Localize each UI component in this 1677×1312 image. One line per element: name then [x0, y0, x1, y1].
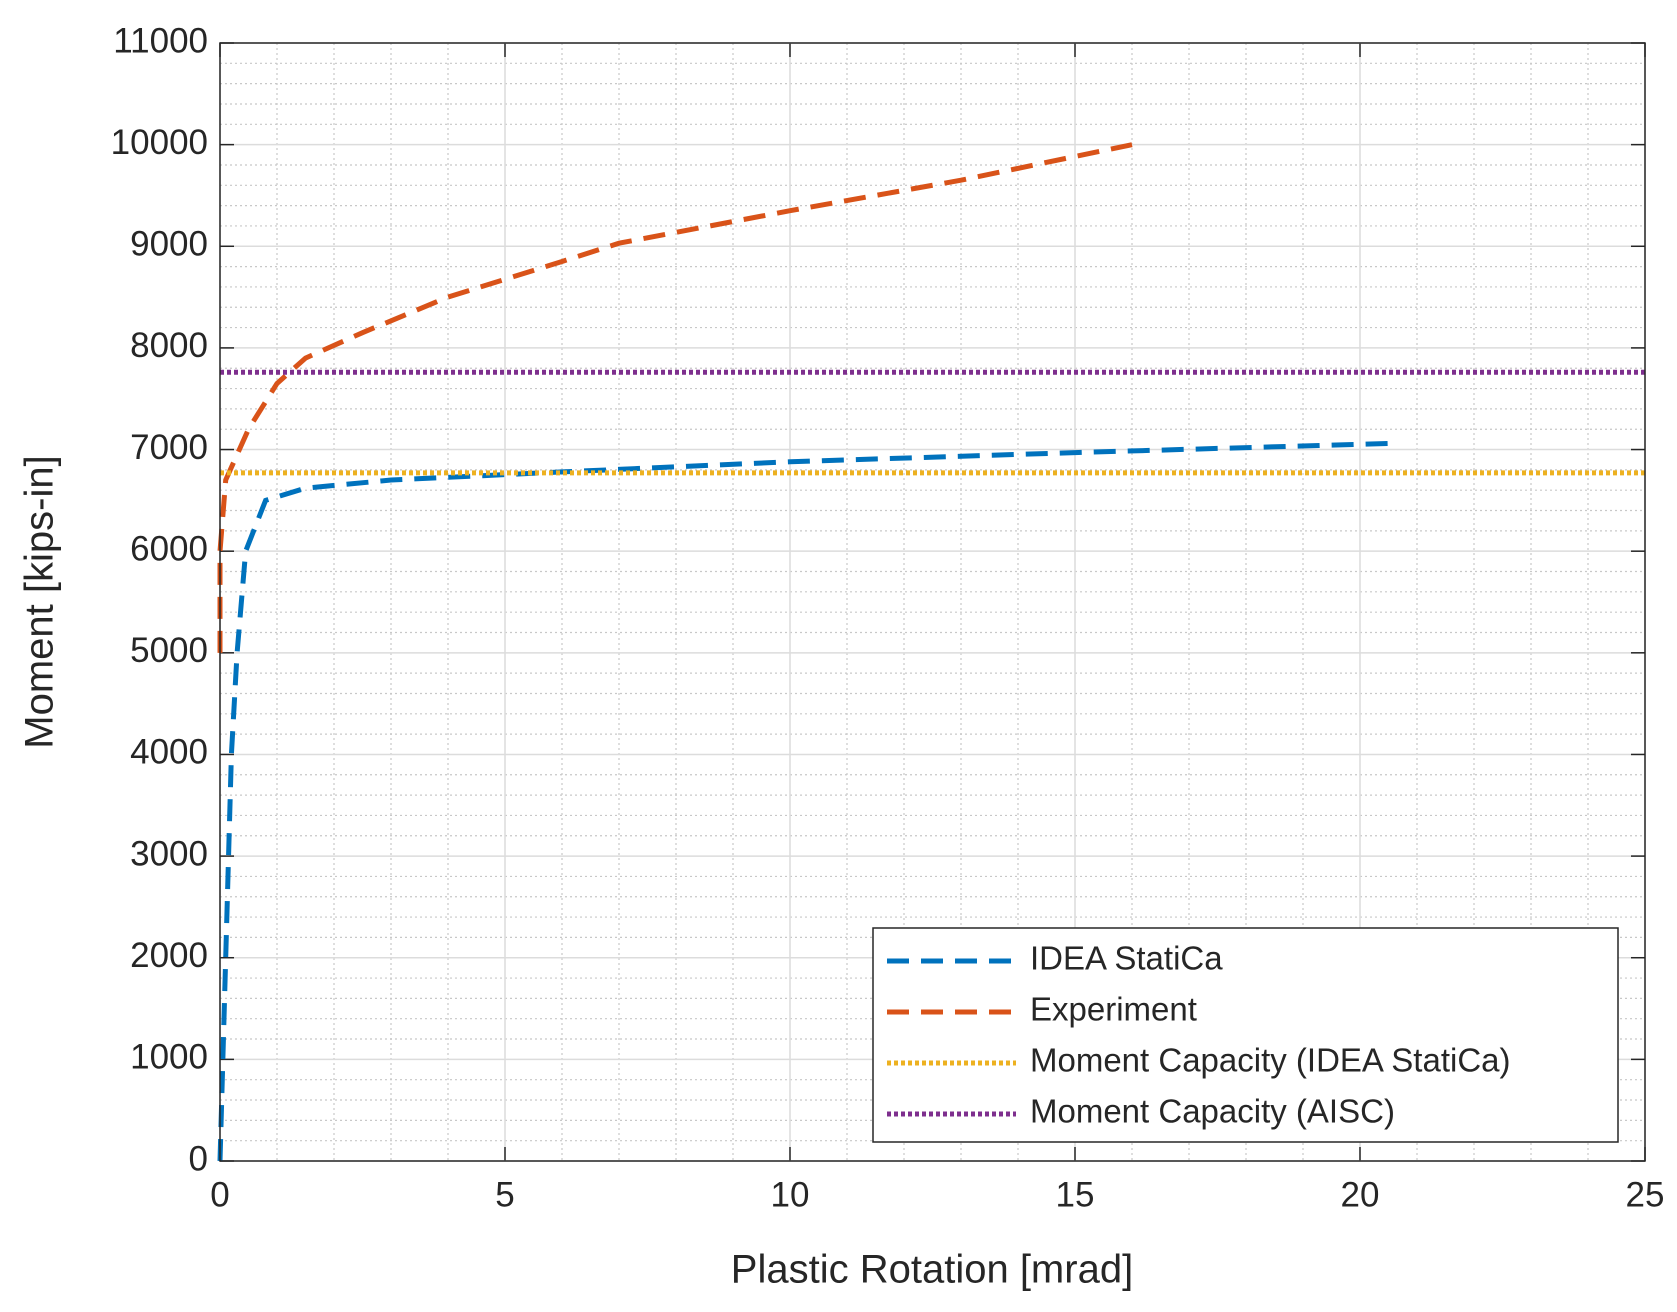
y-tick-label: 1000 [130, 1038, 208, 1077]
x-tick-label: 25 [1626, 1175, 1665, 1214]
y-tick-label: 9000 [130, 225, 208, 264]
y-tick-label: 10000 [111, 123, 208, 162]
y-tick-label: 6000 [130, 529, 208, 568]
legend-label: Moment Capacity (AISC) [1030, 1093, 1395, 1130]
series-line [217, 440, 1389, 1162]
y-tick-label: 5000 [130, 631, 208, 670]
y-axis-label: Moment [kips-in] [18, 455, 62, 748]
series-line [217, 142, 1133, 653]
y-tick-label: 2000 [130, 936, 208, 975]
plot-frame [219, 42, 1646, 1162]
y-tick-label: 4000 [130, 733, 208, 772]
legend-label: Moment Capacity (IDEA StatiCa) [1030, 1042, 1511, 1079]
legend-label: IDEA StatiCa [1030, 940, 1223, 977]
x-tick-label: 15 [1056, 1175, 1095, 1214]
y-tick-label: 3000 [130, 834, 208, 873]
x-tick-label: 0 [210, 1175, 229, 1214]
x-axis-label: Plastic Rotation [mrad] [731, 1248, 1133, 1292]
y-tick-label: 7000 [130, 428, 208, 467]
y-tick-label: 0 [189, 1139, 208, 1178]
legend-label: Experiment [1030, 991, 1197, 1028]
x-tick-label: 20 [1341, 1175, 1380, 1214]
legend-box [872, 927, 1619, 1143]
y-tick-label: 11000 [113, 21, 208, 60]
x-tick-label: 10 [771, 1175, 810, 1214]
y-tick-label: 8000 [130, 326, 208, 365]
x-tick-label: 5 [495, 1175, 514, 1214]
